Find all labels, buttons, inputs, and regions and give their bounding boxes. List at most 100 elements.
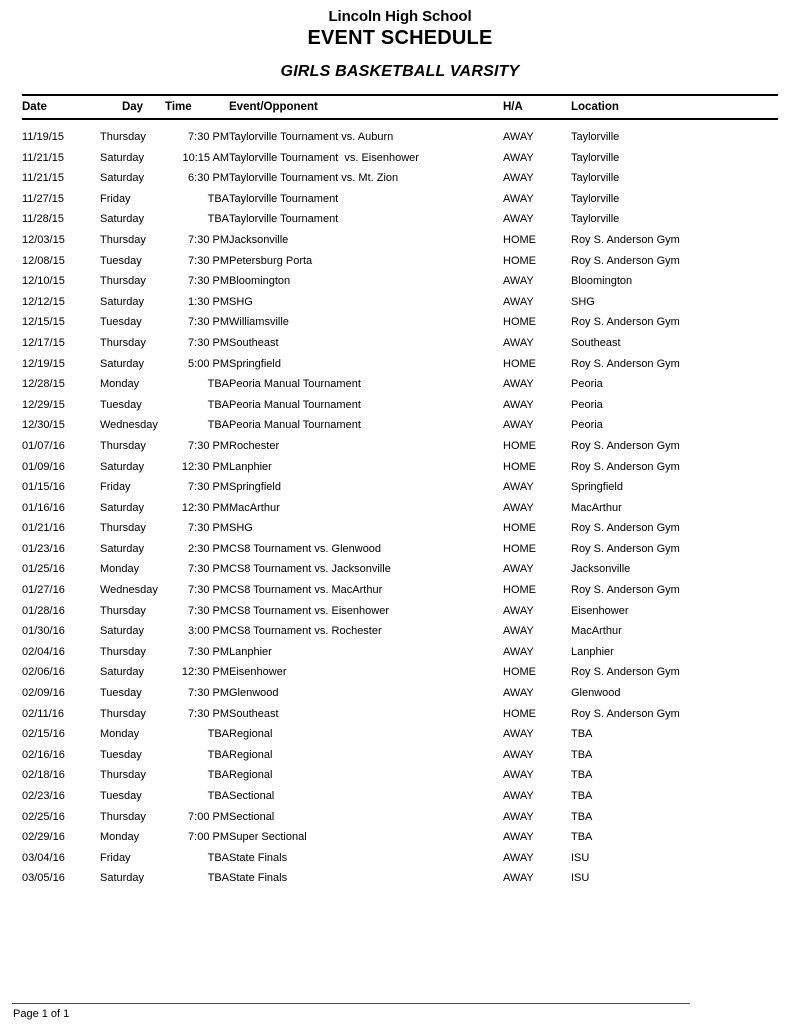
table-header-bottom-rule <box>22 118 778 120</box>
cell-date: 12/28/15 <box>22 378 65 391</box>
cell-event: Rochester <box>229 439 280 452</box>
cell-home-away: AWAY <box>503 769 534 782</box>
cell-location: Roy S. Anderson Gym <box>571 542 680 555</box>
cell-location: Roy S. Anderson Gym <box>571 439 680 452</box>
cell-day: Saturday <box>100 151 145 164</box>
page-number: Page 1 of 1 <box>13 1008 70 1020</box>
cell-home-away: AWAY <box>503 625 534 638</box>
cell-location: Glenwood <box>571 687 621 700</box>
cell-day: Thursday <box>100 604 146 617</box>
table-row: 02/29/16 Monday 7:00 PM Super Sectional AWAY… <box>22 827 778 848</box>
cell-date: 01/07/16 <box>22 439 65 452</box>
cell-time: TBA <box>207 398 229 411</box>
cell-day: Monday <box>100 831 140 844</box>
cell-day: Friday <box>100 481 131 494</box>
cell-event: Glenwood <box>229 687 279 700</box>
cell-date: 01/23/16 <box>22 542 65 555</box>
cell-time: 3:00 PM <box>188 625 229 638</box>
table-row: 12/29/15 Tuesday TBA Peoria Manual Tourname… <box>22 395 778 416</box>
cell-date: 01/09/16 <box>22 460 65 473</box>
cell-day: Thursday <box>100 707 146 720</box>
table-row: 11/21/15 Saturday 6:30 PM Taylorville Tourn… <box>22 168 778 189</box>
schedule-table-container: Date Day Time Event/Opponent H/A Locatio… <box>22 94 778 889</box>
table-row: 12/08/15 Tuesday 7:30 PM Petersburg Porta HO… <box>22 251 778 272</box>
cell-event: Taylorville Tournament vs. Mt. Zion <box>229 172 399 185</box>
page-footer: Page 1 of 1 <box>12 1003 690 1022</box>
cell-date: 01/21/16 <box>22 522 65 535</box>
cell-event: SHG <box>229 522 253 535</box>
table-row: 11/19/15 Thursday 7:30 PM Taylorville Tourn… <box>22 127 778 148</box>
table-row: 11/21/15 Saturday 10:15 AM Taylorville Tour… <box>22 148 778 169</box>
cell-home-away: HOME <box>503 439 536 452</box>
cell-location: Peoria <box>571 419 603 432</box>
table-header-row: Date Day Time Event/Opponent H/A Locatio… <box>22 96 778 118</box>
cell-time: TBA <box>207 872 229 885</box>
cell-time: 7:30 PM <box>188 233 229 246</box>
cell-date: 02/18/16 <box>22 769 65 782</box>
cell-date: 11/19/15 <box>22 131 65 143</box>
cell-date: 11/21/15 <box>22 151 65 164</box>
cell-time: 7:00 PM <box>188 831 229 844</box>
cell-home-away: AWAY <box>503 213 534 226</box>
cell-date: 12/15/15 <box>22 316 65 329</box>
cell-event: Regional <box>229 728 273 741</box>
cell-location: Taylorville <box>571 192 620 205</box>
cell-time: 5:00 PM <box>188 357 229 370</box>
cell-event: SHG <box>229 295 253 308</box>
cell-location: ISU <box>571 851 590 864</box>
cell-time: TBA <box>207 748 229 761</box>
cell-day: Saturday <box>100 666 145 679</box>
cell-day: Friday <box>100 192 131 205</box>
column-header-date: Date <box>22 101 47 113</box>
cell-day: Tuesday <box>100 316 142 329</box>
cell-location: Taylorville <box>571 172 620 185</box>
cell-day: Thursday <box>100 645 146 658</box>
cell-date: 01/15/16 <box>22 481 65 494</box>
cell-time: 7:30 PM <box>188 316 229 329</box>
cell-location: Roy S. Anderson Gym <box>571 584 680 597</box>
cell-location: ISU <box>571 872 590 885</box>
footer-rule <box>12 1003 690 1004</box>
page-title: EVENT SCHEDULE <box>307 27 493 49</box>
cell-date: 02/15/16 <box>22 728 65 741</box>
column-header-event: Event/Opponent <box>229 101 318 113</box>
table-row: 01/23/16 Saturday 2:30 PM CS8 Tournament vs… <box>22 539 778 560</box>
cell-day: Thursday <box>100 439 146 452</box>
cell-home-away: HOME <box>503 522 536 535</box>
cell-time: TBA <box>207 769 229 782</box>
table-row: 12/19/15 Saturday 5:00 PM Springfield HOME Ro… <box>22 354 778 375</box>
cell-event: Super Sectional <box>229 831 307 844</box>
cell-time: TBA <box>207 192 229 205</box>
cell-location: Taylorville <box>571 213 620 226</box>
cell-event: Jacksonville <box>229 233 289 246</box>
cell-home-away: AWAY <box>503 501 534 514</box>
cell-home-away: AWAY <box>503 645 534 658</box>
table-row: 12/28/15 Monday TBA Peoria Manual Tournamen… <box>22 374 778 395</box>
column-header-location: Location <box>571 101 619 113</box>
cell-event: Sectional <box>229 790 275 802</box>
cell-time: 12:30 PM <box>181 666 229 679</box>
table-row: 02/16/16 Tuesday TBA Regional AWAY TBA <box>22 745 778 766</box>
cell-time: TBA <box>207 378 229 391</box>
cell-date: 11/21/15 <box>22 172 65 185</box>
cell-home-away: AWAY <box>503 398 534 411</box>
cell-event: Peoria Manual Tournament <box>229 419 361 432</box>
cell-location: Taylorville <box>571 151 620 164</box>
cell-time: 7:30 PM <box>188 645 229 658</box>
cell-event: Springfield <box>229 481 281 494</box>
cell-date: 02/04/16 <box>22 645 65 658</box>
cell-time: 7:30 PM <box>188 522 229 535</box>
cell-time: 7:30 PM <box>188 336 229 349</box>
cell-event: Lanphier <box>229 645 272 658</box>
cell-event: Southeast <box>229 336 279 349</box>
cell-home-away: AWAY <box>503 872 534 885</box>
table-row: 01/15/16 Friday 7:30 PM Springfield AWAY Spri… <box>22 477 778 498</box>
cell-event: Williamsville <box>229 316 289 329</box>
cell-day: Wednesday <box>100 419 158 432</box>
cell-day: Tuesday <box>100 790 142 802</box>
table-row: 12/10/15 Thursday 7:30 PM Bloomington AWAY Bl… <box>22 271 778 292</box>
schedule-table-body: 11/19/15 Thursday 7:30 PM Taylorville Tourn… <box>22 127 778 889</box>
cell-home-away: HOME <box>503 460 536 473</box>
cell-time: 7:30 PM <box>188 439 229 452</box>
